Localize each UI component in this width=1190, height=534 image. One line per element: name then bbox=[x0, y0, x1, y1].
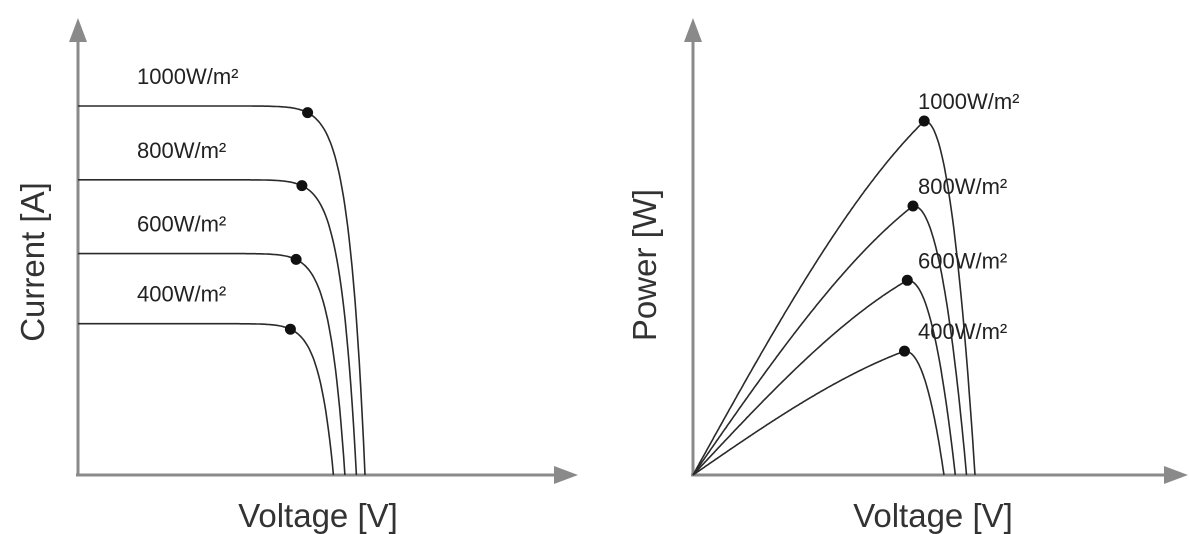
iv-y-axis-label: Current [A] bbox=[14, 182, 51, 342]
pv-y-axis-label: Power [W] bbox=[626, 189, 663, 341]
iv-curve-800w-m bbox=[78, 179, 358, 476]
pv-y-axis-arrow bbox=[684, 18, 702, 42]
pv-series-label: 1000W/m² bbox=[918, 89, 1019, 114]
pv-mpp-point-800w-m bbox=[907, 200, 919, 212]
pv-series-label: 400W/m² bbox=[918, 319, 1007, 344]
iv-curve-1000w-m bbox=[78, 105, 366, 476]
pv-curve-600w-m bbox=[692, 279, 957, 476]
iv-x-axis-label: Voltage [V] bbox=[238, 497, 398, 534]
iv-series-label: 600W/m² bbox=[137, 212, 226, 237]
pv-curve-800w-m bbox=[692, 205, 968, 476]
iv-mpp-point-1000w-m bbox=[302, 107, 314, 119]
iv-chart: 1000W/m² 800W/m² 600W/m² 400W/m² Voltage [V… bbox=[14, 18, 578, 534]
pv-curve-400w-m bbox=[692, 350, 945, 476]
iv-mpp-point-600w-m bbox=[290, 253, 302, 265]
pv-series-label: 800W/m² bbox=[918, 174, 1007, 199]
iv-y-axis-arrow bbox=[69, 18, 87, 42]
pv-series-label: 600W/m² bbox=[918, 248, 1007, 273]
iv-curve-400w-m bbox=[78, 322, 335, 476]
pv-chart: 1000W/m² 800W/m² 600W/m² 400W/m² Voltage [V… bbox=[626, 18, 1188, 534]
pv-mpp-point-1000w-m bbox=[918, 115, 930, 127]
iv-mpp-point-800w-m bbox=[296, 180, 308, 192]
iv-series-label: 1000W/m² bbox=[137, 64, 238, 89]
pv-x-axis-label: Voltage [V] bbox=[853, 497, 1013, 534]
iv-x-axis-arrow bbox=[554, 466, 578, 484]
iv-mpp-point-400w-m bbox=[284, 323, 296, 335]
pv-x-axis-arrow bbox=[1164, 466, 1188, 484]
pv-mpp-point-400w-m bbox=[899, 345, 910, 357]
pv-mpp-point-600w-m bbox=[901, 274, 913, 286]
iv-series-label: 400W/m² bbox=[137, 282, 226, 307]
iv-series-label: 800W/m² bbox=[137, 138, 226, 163]
